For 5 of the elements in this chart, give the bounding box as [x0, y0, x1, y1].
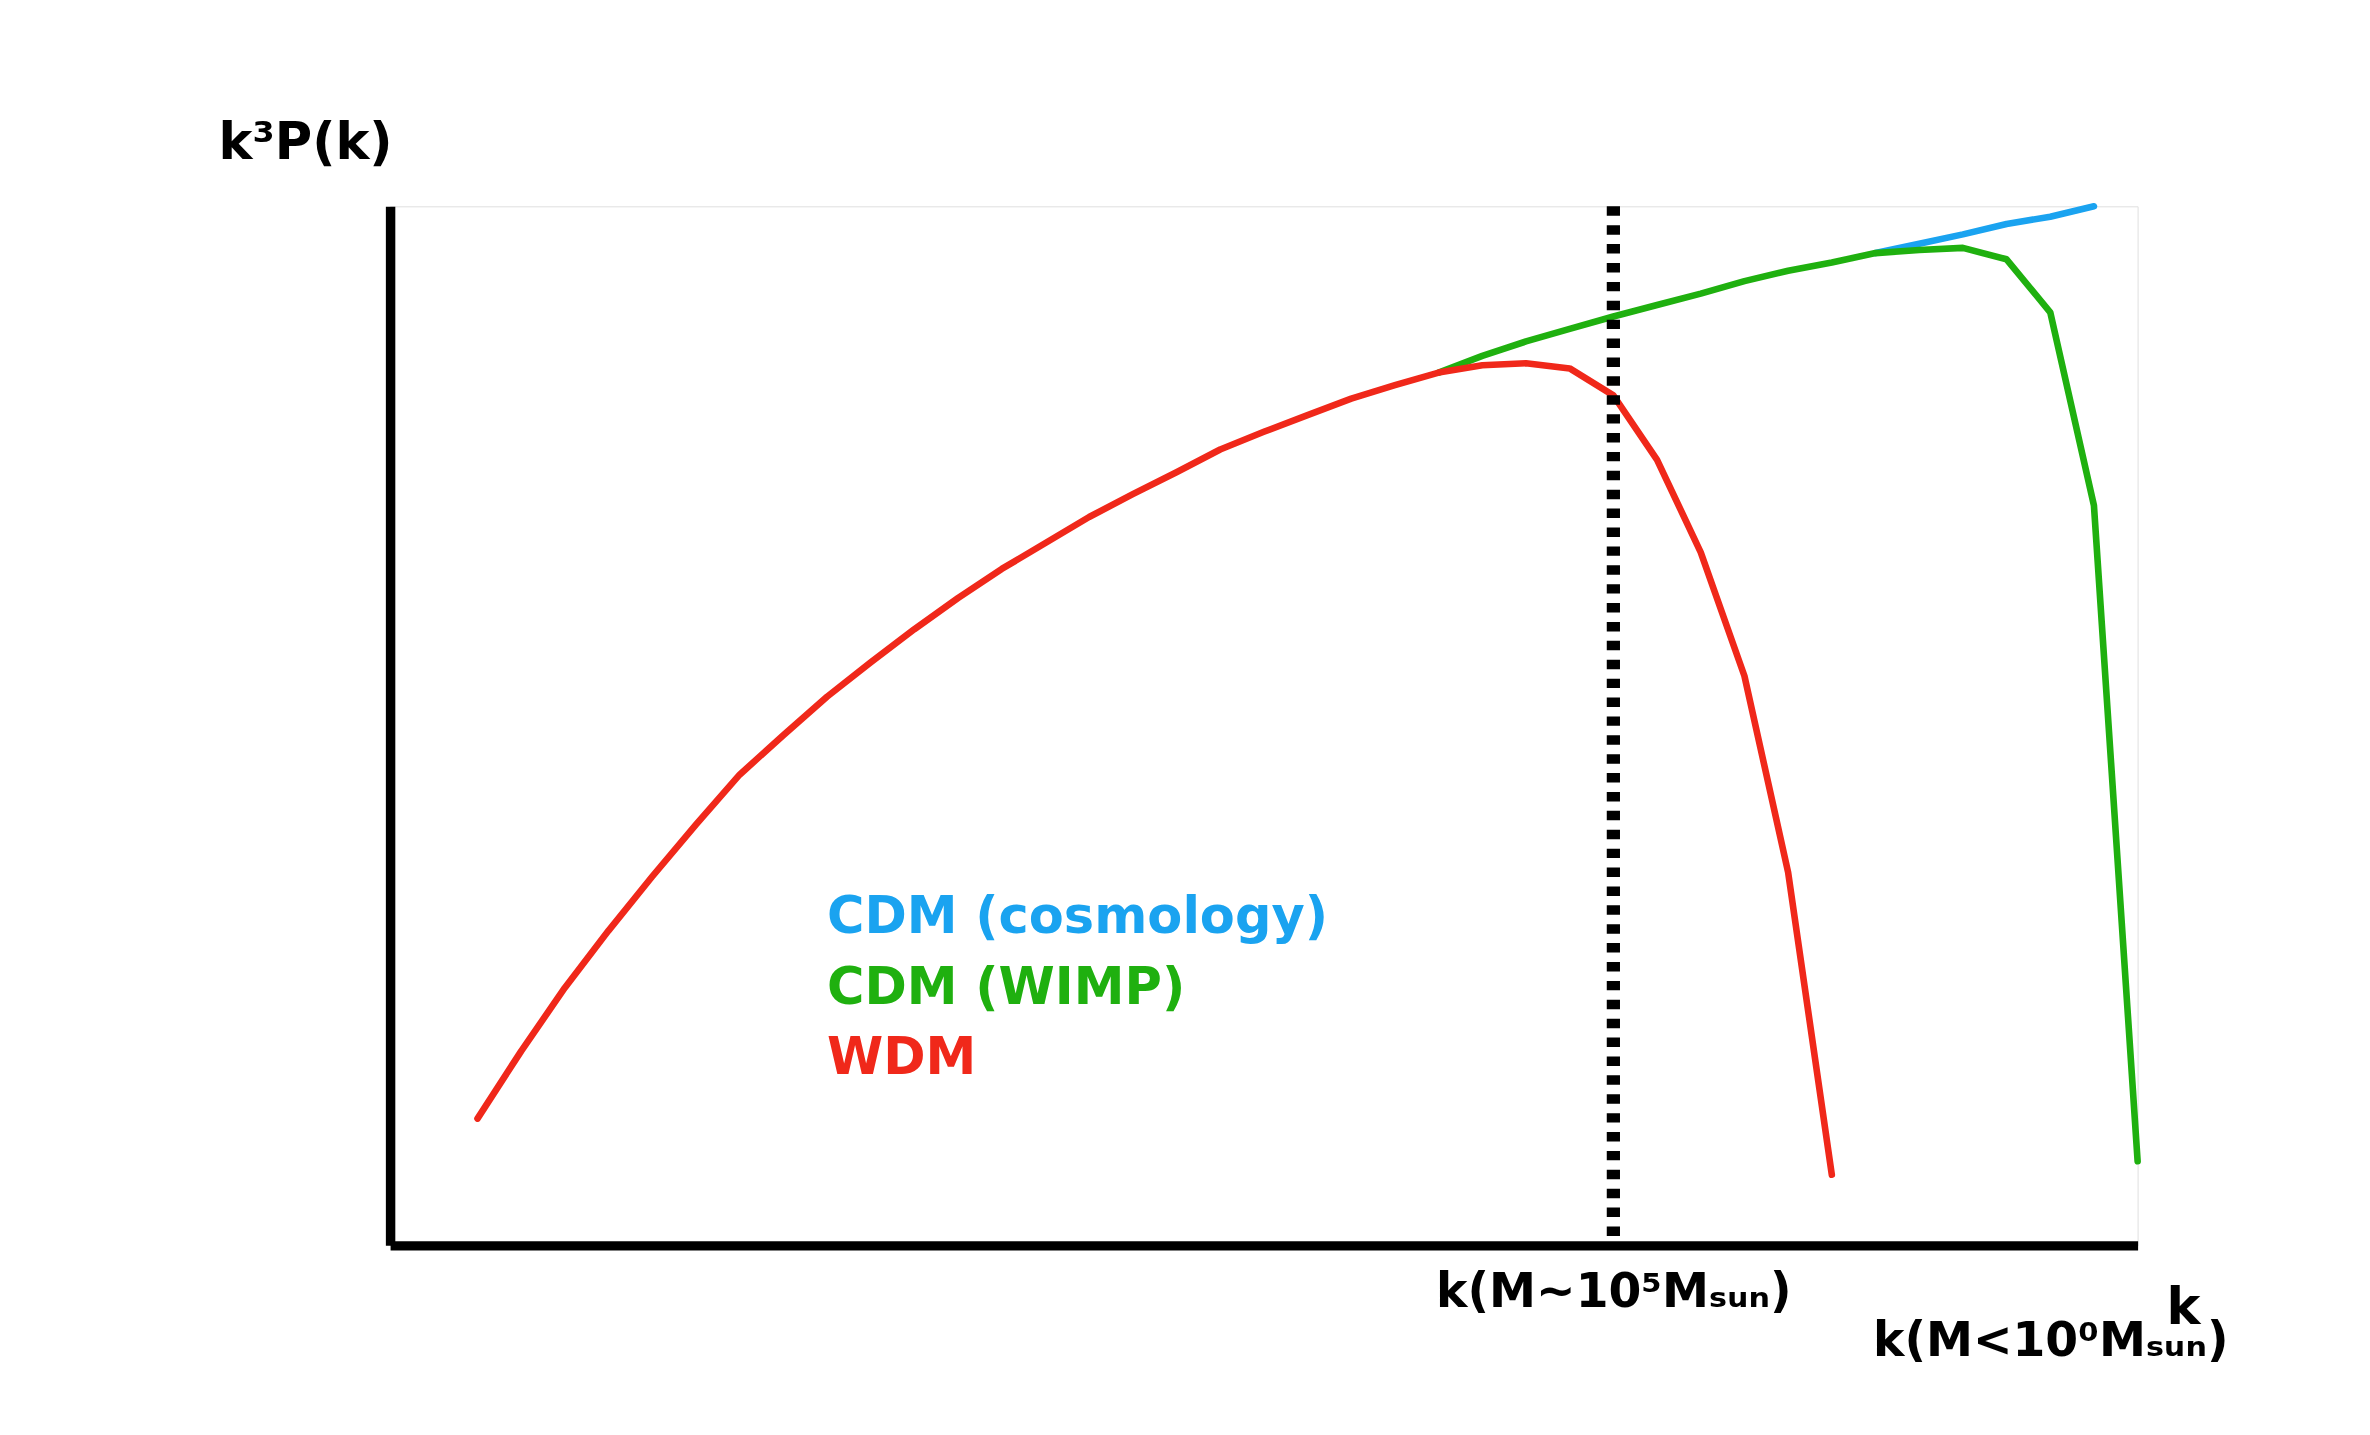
text: WDM: [827, 1027, 977, 1087]
text: CDM (cosmology): [827, 885, 1328, 945]
text: CDM (WIMP): [827, 956, 1186, 1016]
x-tick-label: k(M~10⁵Mₛᵤₙ): [1436, 1263, 1792, 1319]
y-axis-title: k³P(k): [218, 111, 393, 171]
